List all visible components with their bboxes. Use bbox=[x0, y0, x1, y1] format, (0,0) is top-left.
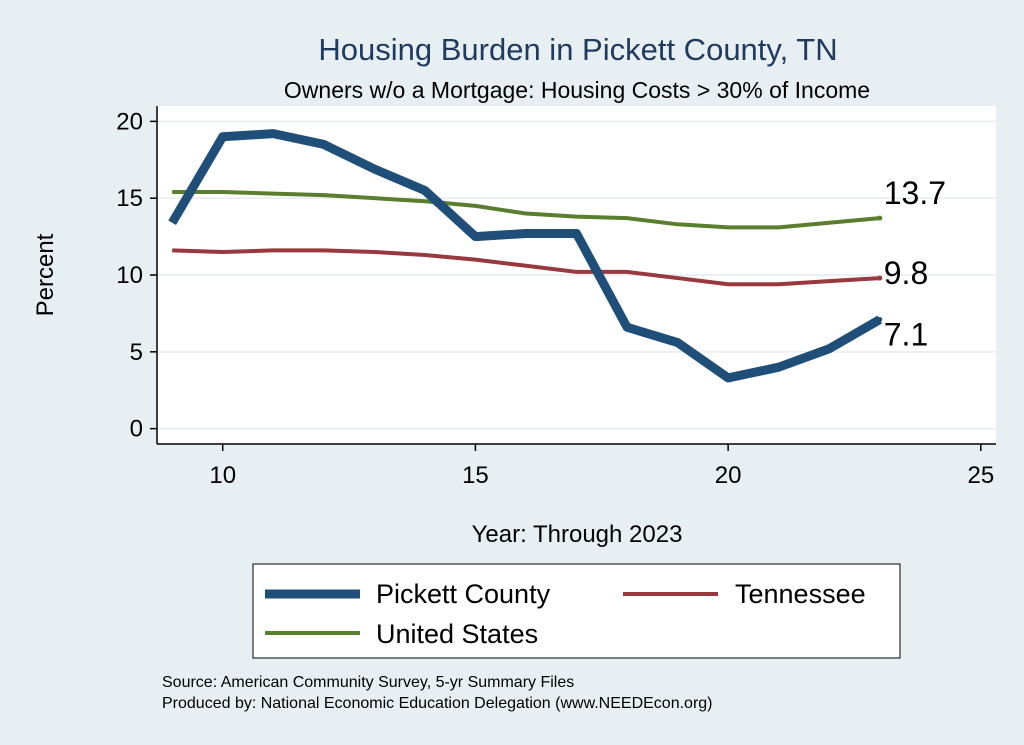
legend-label-pickett: Pickett County bbox=[376, 579, 551, 609]
series-end-point-tennessee bbox=[877, 275, 883, 281]
legend-label-us: United States bbox=[376, 619, 538, 649]
end-label-pickett-county: 7.1 bbox=[884, 317, 928, 353]
legend-box bbox=[252, 563, 901, 659]
x-tick-label-25: 25 bbox=[967, 462, 994, 489]
y-tick-label-10: 10 bbox=[116, 262, 143, 289]
x-tick-label-20: 20 bbox=[715, 462, 742, 489]
end-labels: 13.7 9.8 7.1 bbox=[884, 175, 946, 352]
series-line-pickett-county bbox=[168, 129, 883, 383]
chart-subtitle: Owners w/o a Mortgage: Housing Costs > 3… bbox=[284, 77, 870, 103]
x-tick-label-10: 10 bbox=[209, 462, 236, 489]
series-line-tennessee bbox=[172, 248, 880, 287]
y-tick-label-5: 5 bbox=[130, 339, 143, 366]
series-end-point-pickett-county bbox=[877, 317, 883, 323]
chart-title: Housing Burden in Pickett County, TN bbox=[318, 32, 837, 67]
y-tick-label-15: 15 bbox=[116, 185, 143, 212]
legend-label-tennessee: Tennessee bbox=[735, 579, 866, 609]
end-label-tennessee: 9.8 bbox=[884, 255, 928, 291]
grid bbox=[157, 120, 996, 430]
produced-note: Produced by: National Economic Education… bbox=[162, 695, 713, 712]
series-line-united-states bbox=[172, 190, 880, 230]
legend: Pickett County Tennessee United States bbox=[252, 563, 901, 659]
x-tick-label-15: 15 bbox=[462, 462, 489, 489]
source-note: Source: American Community Survey, 5-yr … bbox=[162, 674, 574, 691]
axes: 0 5 10 15 20 10 15 20 25 bbox=[116, 106, 996, 489]
series bbox=[168, 129, 883, 383]
end-label-united-states: 13.7 bbox=[884, 175, 946, 211]
y-tick-label-0: 0 bbox=[130, 416, 143, 443]
y-axis-title: Percent bbox=[32, 233, 59, 316]
y-tick-label-20: 20 bbox=[116, 108, 143, 135]
x-axis-title: Year: Through 2023 bbox=[472, 521, 683, 548]
series-end-point-united-states bbox=[877, 215, 883, 221]
